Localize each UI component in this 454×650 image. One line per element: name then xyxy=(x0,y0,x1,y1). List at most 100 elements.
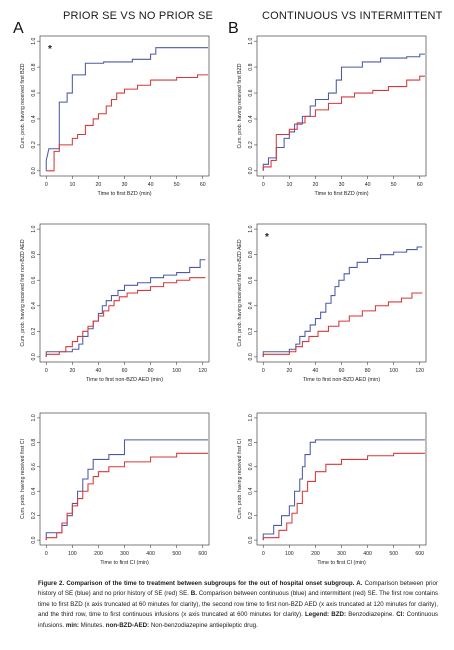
chart-a3: 0 100 200 300 400 500 600 0.0 0.2 0.4 0.6 0.8 1.0 Tim… xyxy=(20,412,210,566)
caption-aed-label: non-BZD-AED: xyxy=(105,621,150,629)
x-axis-label: Time to first CI (min) xyxy=(317,560,366,566)
x-tick-label: 40 xyxy=(148,182,154,188)
chart-b2: 0 20 40 60 80 100 120 0.0 0.2 0.4 0.6 0.8 1.0 Time to… xyxy=(237,223,427,383)
red-series-line xyxy=(45,452,208,541)
plot-frame xyxy=(256,412,427,546)
x-tick-label: 50 xyxy=(391,182,397,188)
panel-label-b: B xyxy=(228,20,239,37)
y-tick-label: 0.6 xyxy=(31,277,37,284)
x-tick-label: 120 xyxy=(198,368,207,374)
x-tick-label: 500 xyxy=(172,551,181,557)
y-tick-label: 0.2 xyxy=(31,328,37,335)
caption-bzd-text: Benzodiazepine. xyxy=(348,611,395,619)
significance-marker: * xyxy=(265,232,269,243)
x-tick-label: 100 xyxy=(172,368,181,374)
y-tick-label: 0.0 xyxy=(31,353,37,360)
y-axis-label: Cum. prob. having received first BZD xyxy=(20,63,26,148)
plot-frame xyxy=(39,35,210,177)
caption-lead: Figure 2. Comparison of the time to trea… xyxy=(38,580,363,587)
x-tick-label: 60 xyxy=(417,182,423,188)
caption-legend-label: Legend: xyxy=(305,611,330,619)
x-tick-label: 0 xyxy=(262,551,265,557)
x-tick-label: 0 xyxy=(45,182,48,188)
x-tick-label: 40 xyxy=(96,368,102,374)
x-axis-label: Time to first CI (min) xyxy=(100,560,149,566)
y-tick-label: 0.6 xyxy=(31,463,37,470)
caption-ci-text: Continuous infusions. xyxy=(38,611,438,629)
caption-panel-a-text: Comparison between prior history of SE (… xyxy=(38,580,438,598)
x-tick-label: 600 xyxy=(415,551,424,557)
x-tick-label: 500 xyxy=(389,551,398,557)
x-tick-label: 300 xyxy=(120,551,129,557)
chart-b1: 0 10 20 30 40 50 60 0.0 0.2 0.4 0.6 0.8 1.0 Time to f… xyxy=(237,35,427,197)
y-tick-label: 0.4 xyxy=(31,488,37,495)
blue-series-line xyxy=(262,439,425,541)
y-tick-label: 0.2 xyxy=(248,328,254,335)
y-tick-label: 0.0 xyxy=(248,536,254,543)
x-tick-label: 60 xyxy=(339,368,345,374)
y-tick-label: 0.4 xyxy=(248,488,254,495)
y-tick-label: 0.4 xyxy=(248,115,254,122)
x-tick-label: 0 xyxy=(45,368,48,374)
figure-caption: Figure 2. Comparison of the time to trea… xyxy=(38,579,438,631)
blue-series-line xyxy=(45,259,206,357)
y-tick-label: 0.2 xyxy=(248,512,254,519)
y-tick-label: 0.6 xyxy=(31,89,37,96)
blue-series-line xyxy=(262,53,425,171)
x-tick-label: 100 xyxy=(389,368,398,374)
plot-frame xyxy=(39,223,210,363)
x-tick-label: 200 xyxy=(94,551,103,557)
x-tick-label: 0 xyxy=(45,551,48,557)
panel-label-a: A xyxy=(13,20,24,37)
y-axis-label: Cum. prob. having received first CI xyxy=(20,439,26,519)
chart-a2: 0 20 40 60 80 100 120 0.0 0.2 0.4 0.6 0.8 1.0 Time to… xyxy=(20,223,210,383)
red-series-line xyxy=(45,277,206,357)
x-tick-label: 10 xyxy=(286,182,292,188)
caption-bzd-label: BZD: xyxy=(331,611,347,619)
y-tick-label: 0.8 xyxy=(248,63,254,70)
x-tick-label: 20 xyxy=(69,368,75,374)
x-axis-label: Time to first non-BZD AED (min) xyxy=(303,377,380,383)
y-tick-label: 0.8 xyxy=(31,63,37,70)
caption-panel-b-label: B. xyxy=(190,590,197,598)
caption-aed-text: Non-benzodiazepine antiepileptic drug. xyxy=(150,621,258,629)
significance-marker: * xyxy=(48,44,52,55)
red-series-line xyxy=(262,292,423,357)
y-tick-label: 0.6 xyxy=(248,277,254,284)
y-tick-label: 0.0 xyxy=(248,167,254,174)
x-tick-label: 600 xyxy=(198,551,207,557)
x-tick-label: 40 xyxy=(313,368,319,374)
x-axis-label: Time to first non-BZD AED (min) xyxy=(86,377,163,383)
red-series-line xyxy=(262,75,425,171)
chart-a1: 0 10 20 30 40 50 60 0.0 0.2 0.4 0.6 0.8 1.0 Time to f… xyxy=(20,35,210,197)
y-axis-label: Cum. prob. having received first CI xyxy=(237,439,243,519)
right-column-title: CONTINUOUS VS INTERMITTENT xyxy=(262,10,443,22)
x-axis-label: Time to first BZD (min) xyxy=(97,191,151,197)
x-tick-label: 400 xyxy=(363,551,372,557)
x-tick-label: 40 xyxy=(365,182,371,188)
y-tick-label: 1.0 xyxy=(31,225,37,232)
blue-series-line xyxy=(262,246,423,357)
y-tick-label: 0.2 xyxy=(248,141,254,148)
y-tick-label: 0.6 xyxy=(248,463,254,470)
y-tick-label: 0.6 xyxy=(248,89,254,96)
x-tick-label: 80 xyxy=(365,368,371,374)
x-tick-label: 30 xyxy=(122,182,128,188)
y-tick-label: 0.0 xyxy=(248,353,254,360)
y-tick-label: 1.0 xyxy=(31,37,37,44)
y-tick-label: 1.0 xyxy=(248,37,254,44)
y-tick-label: 0.4 xyxy=(248,302,254,309)
x-tick-label: 50 xyxy=(174,182,180,188)
red-series-line xyxy=(46,74,208,172)
blue-series-line xyxy=(45,439,208,541)
x-tick-label: 100 xyxy=(285,551,294,557)
x-tick-label: 30 xyxy=(339,182,345,188)
y-tick-label: 0.8 xyxy=(248,439,254,446)
x-axis-label: Time to first BZD (min) xyxy=(314,191,368,197)
x-tick-label: 60 xyxy=(122,368,128,374)
x-tick-label: 400 xyxy=(146,551,155,557)
x-tick-label: 10 xyxy=(69,182,75,188)
y-tick-label: 0.2 xyxy=(31,512,37,519)
x-tick-label: 300 xyxy=(337,551,346,557)
x-tick-label: 120 xyxy=(415,368,424,374)
